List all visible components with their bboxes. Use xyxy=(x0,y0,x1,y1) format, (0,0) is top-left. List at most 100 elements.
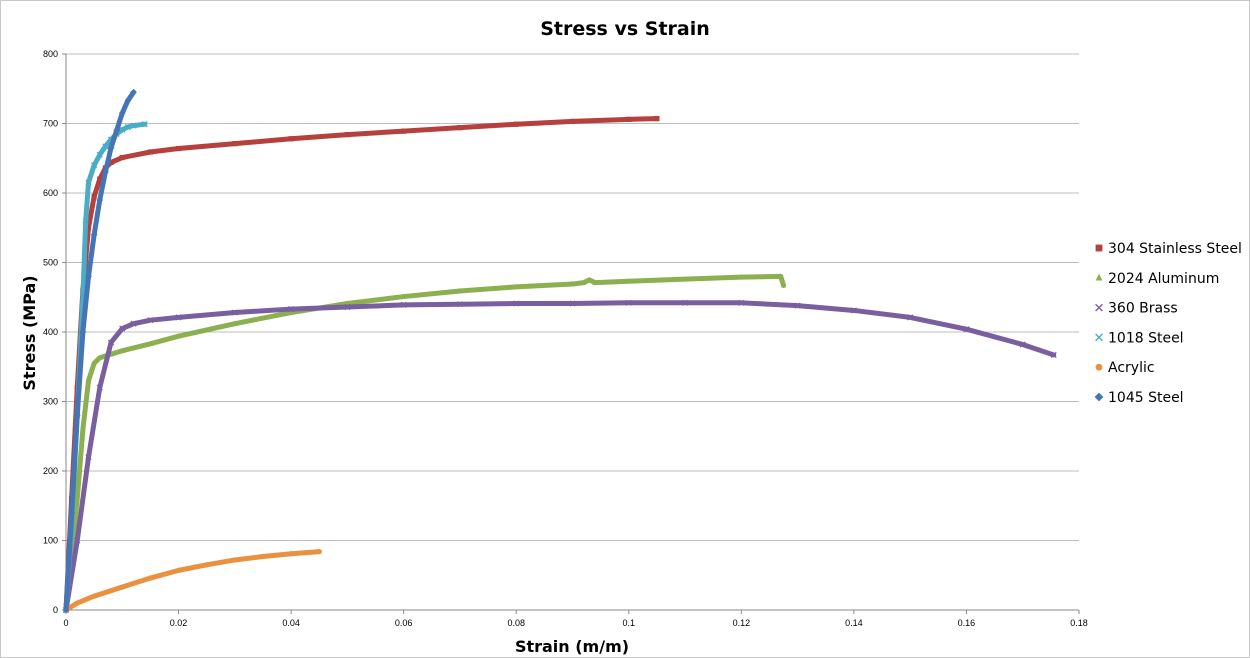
marker-stroke xyxy=(147,317,154,324)
data-point xyxy=(1050,351,1057,359)
data-point xyxy=(147,317,154,324)
x-tick-label: 0.12 xyxy=(733,618,751,628)
data-point xyxy=(778,273,784,279)
data-point xyxy=(108,159,114,166)
data-point xyxy=(513,283,519,289)
y-axis-title: Stress (MPa) xyxy=(20,275,39,390)
data-point xyxy=(97,354,103,360)
data-point xyxy=(1019,341,1026,348)
marker-stroke xyxy=(681,299,689,306)
data-point xyxy=(288,136,294,142)
data-point xyxy=(90,231,98,239)
data-point xyxy=(288,305,295,313)
legend-label: 2024 Aluminum xyxy=(1108,271,1219,287)
marker-stroke xyxy=(625,299,632,306)
marker-stroke xyxy=(907,314,914,321)
marker-stroke xyxy=(130,122,137,129)
data-point xyxy=(119,584,125,590)
data-point xyxy=(118,109,126,117)
data-point xyxy=(91,162,98,169)
data-point xyxy=(119,325,126,332)
data-point xyxy=(681,299,689,306)
series-line xyxy=(63,116,660,613)
data-point xyxy=(91,360,97,366)
marker-stroke xyxy=(130,320,137,327)
data-point xyxy=(74,537,81,544)
y-tick-label: 100 xyxy=(43,536,58,546)
marker-stroke xyxy=(456,301,464,308)
data-point xyxy=(107,339,115,346)
data-point xyxy=(147,149,154,155)
data-point xyxy=(569,118,576,125)
data-point xyxy=(96,196,104,204)
data-point xyxy=(850,307,857,314)
data-point xyxy=(102,168,109,176)
legend-marker xyxy=(1095,333,1103,342)
data-point xyxy=(401,293,407,299)
marker-stroke xyxy=(119,325,126,332)
legend-marker xyxy=(1095,363,1103,371)
marker-stroke xyxy=(85,454,92,461)
legend-label: Acrylic xyxy=(1108,360,1155,376)
data-point xyxy=(175,333,182,339)
data-point xyxy=(147,575,154,581)
marker-stroke xyxy=(107,339,115,346)
x-tick-label: 0.04 xyxy=(282,618,300,628)
legend-marker xyxy=(1095,273,1103,281)
marker-stroke xyxy=(1095,333,1103,342)
data-point xyxy=(457,125,463,131)
series-line xyxy=(63,549,322,613)
marker-stroke xyxy=(85,179,92,186)
data-point xyxy=(141,121,148,128)
data-point xyxy=(204,562,210,568)
legend-label: 304 Stainless Steel xyxy=(1108,241,1242,257)
data-point xyxy=(85,179,92,186)
marker-stroke xyxy=(1050,351,1057,359)
marker-stroke xyxy=(231,309,238,316)
data-point xyxy=(592,279,598,285)
data-point xyxy=(344,300,350,306)
data-point xyxy=(626,116,632,122)
data-point xyxy=(344,132,350,138)
series-360-brass xyxy=(62,299,1057,614)
marker-stroke xyxy=(288,305,295,313)
data-point xyxy=(401,128,407,134)
marker-stroke xyxy=(124,123,132,131)
data-point xyxy=(113,127,121,134)
data-point xyxy=(130,88,137,96)
data-point xyxy=(457,287,463,294)
data-point xyxy=(85,273,92,280)
marker-stroke xyxy=(141,121,148,128)
data-point xyxy=(91,593,97,599)
marker-stroke xyxy=(344,303,351,311)
x-tick-label: 0.08 xyxy=(507,618,525,628)
data-point xyxy=(82,217,89,224)
data-point xyxy=(85,225,92,231)
data-point xyxy=(97,176,103,182)
marker-stroke xyxy=(513,300,520,307)
data-point xyxy=(130,122,137,129)
series-line xyxy=(63,273,787,613)
data-point xyxy=(96,151,103,158)
data-point xyxy=(907,314,914,321)
data-point xyxy=(780,282,787,288)
marker-stroke xyxy=(738,299,745,306)
y-tick-label: 300 xyxy=(43,397,58,407)
data-point xyxy=(119,126,126,133)
data-point xyxy=(79,328,87,336)
series-acrylic xyxy=(63,549,322,613)
x-tick-label: 0.06 xyxy=(395,618,413,628)
data-point xyxy=(288,551,294,557)
data-point xyxy=(400,301,407,308)
data-point xyxy=(102,143,109,150)
marker-stroke xyxy=(569,300,576,307)
legend-label: 1018 Steel xyxy=(1108,330,1184,346)
data-point xyxy=(569,280,576,287)
data-point xyxy=(119,347,125,353)
data-point xyxy=(626,278,632,284)
data-point xyxy=(654,116,660,122)
data-point xyxy=(147,340,154,346)
marker-stroke xyxy=(175,314,182,321)
marker-stroke xyxy=(102,143,109,150)
